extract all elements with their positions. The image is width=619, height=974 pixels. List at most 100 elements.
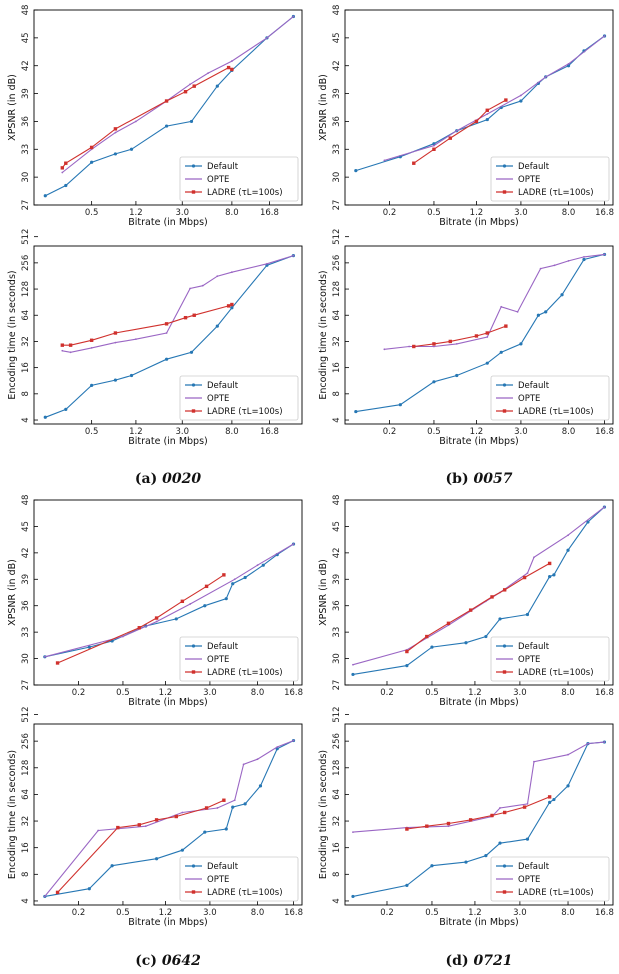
data-point-default [190,351,193,354]
x-tick-label: 8.0 [562,427,576,437]
data-point-default [111,864,114,867]
x-tick-label: 16.8 [260,208,279,218]
data-point-default [155,857,158,860]
caption-0057: (b) 0057 [446,471,513,487]
x-tick-label: 8.0 [225,427,239,437]
legend: Default OPTE LADRE (τL=100s) [180,376,298,420]
data-point-ladre [181,600,184,603]
data-point-default [500,351,503,354]
y-tick-label: 8 [21,872,31,877]
data-point-default [244,802,247,805]
y-tick-label: 64 [21,310,31,321]
y-tick-label: 45 [332,32,342,43]
data-point-ladre [469,818,472,821]
x-tick-label: 8.0 [561,908,575,918]
data-point-opte [456,343,458,345]
y-tick-label: 39 [332,574,342,585]
data-point-ladre [56,661,59,664]
data-point-default [544,310,547,313]
data-point-default [484,635,487,638]
y-tick-label: 128 [332,760,342,776]
legend-label-ladre: LADRE (τL=100s) [518,188,594,198]
data-point-default [351,895,354,898]
legend-marker-default [192,164,195,167]
data-point-opte [456,130,458,132]
data-point-default [190,120,193,123]
data-point-default [464,641,467,644]
data-point-opte [181,812,183,814]
data-point-opte [293,740,295,742]
data-point-ladre [61,343,64,346]
data-point-opte [231,271,233,273]
x-tick-label: 16.8 [595,427,614,437]
data-point-ladre [227,304,230,307]
data-point-opte [257,564,259,566]
x-tick-label: 0.2 [380,908,394,918]
data-point-opte [61,350,63,352]
data-point-opte [533,761,535,763]
legend-label-default: Default [207,381,239,391]
data-point-opte [91,347,93,349]
data-point-default [548,801,551,804]
caption-label: (d) [446,953,474,969]
data-point-ladre [138,626,141,629]
data-point-opte [517,311,519,313]
x-axis-label: Bitrate (in Mbps) [439,436,519,447]
data-point-ladre [469,608,472,611]
legend-marker-ladre [503,190,506,193]
x-tick-label: 8.0 [562,208,576,218]
data-point-opte [568,63,570,65]
legend-label-ladre: LADRE (τL=100s) [518,407,594,417]
data-point-ladre [165,99,168,102]
data-point-ladre [432,342,435,345]
data-point-opte [567,534,569,536]
x-tick-label: 0.5 [425,908,439,918]
y-tick-label: 8 [332,872,342,877]
y-tick-label: 36 [332,116,342,127]
data-point-ladre [504,98,507,101]
legend-label-ladre: LADRE (τL=100s) [207,188,283,198]
legend: Default OPTE LADRE (τL=100s) [491,157,609,201]
data-point-default [231,806,234,809]
y-axis-label: Encoding time (in seconds) [318,750,329,879]
data-point-ladre [486,109,489,112]
chart-panel-c-bottom: 481632641282565120.2 0.5 1.2 3.0 8.0 16.8Bitr… [7,706,303,928]
x-tick-label: 0.2 [383,208,397,218]
data-point-default [526,838,529,841]
data-point-ladre [90,339,93,342]
x-tick-label: 16.8 [595,208,614,218]
data-point-default [486,362,489,365]
y-tick-label: 256 [332,733,342,749]
data-point-opte [486,113,488,115]
x-tick-label: 0.5 [85,208,99,218]
data-point-ladre [503,588,506,591]
data-point-default [566,784,569,787]
data-point-opte [266,37,268,39]
data-point-ladre [449,340,452,343]
y-tick-label: 256 [21,255,31,271]
data-point-opte [122,636,124,638]
caption-name: 0642 [162,953,201,969]
data-point-ladre [503,811,506,814]
data-point-opte [520,95,522,97]
data-point-opte [70,351,72,353]
data-point-opte [97,830,99,832]
data-point-opte [604,35,606,37]
chart-panel-d-top: 27303336394245480.2 0.5 1.2 3.0 8.0 16.8Bitra… [318,495,614,708]
chart-panel-a-bottom: 481632641282565120.5 1.2 3.0 8.0 16.8Bitrate… [7,229,302,447]
y-tick-label: 128 [21,281,31,297]
data-point-ladre [523,805,526,808]
y-tick-label: 33 [332,144,342,155]
y-tick-label: 48 [332,495,342,506]
data-point-default [231,582,234,585]
y-tick-label: 39 [332,88,342,99]
y-tick-label: 4 [332,898,342,903]
data-point-ladre [69,343,72,346]
y-tick-label: 4 [21,898,31,903]
legend-label-opte: OPTE [518,175,540,185]
data-point-opte [383,160,385,162]
data-point-default [548,575,551,578]
data-point-opte [44,656,46,658]
legend-label-default: Default [207,642,239,652]
data-point-opte [448,825,450,827]
